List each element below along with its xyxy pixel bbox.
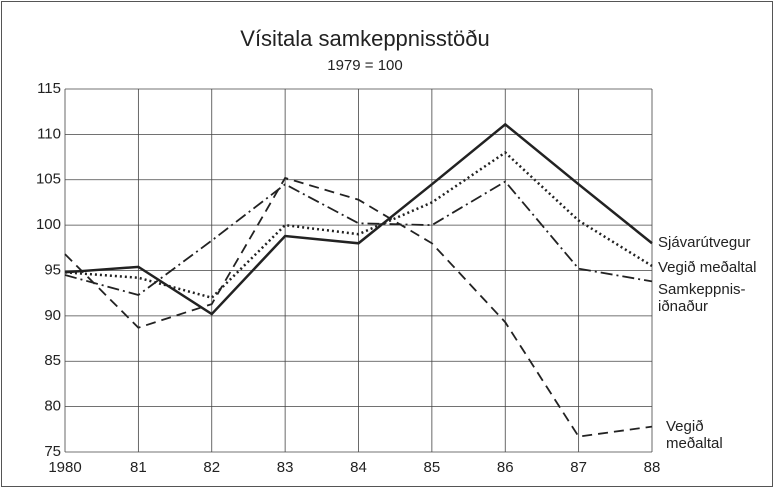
line-series bbox=[64, 122, 653, 316]
line-series bbox=[64, 150, 653, 300]
x-tick-label: 83 bbox=[277, 459, 294, 476]
legend-label: Vegið meðaltal bbox=[666, 418, 723, 452]
x-tick-label: 86 bbox=[497, 459, 514, 476]
y-tick-label: 115 bbox=[37, 80, 61, 97]
x-tick-label: 81 bbox=[130, 459, 147, 476]
legend-label: Vegið meðaltal bbox=[658, 259, 756, 276]
y-tick-label: 110 bbox=[37, 125, 61, 142]
y-tick-label: 80 bbox=[44, 398, 61, 415]
y-tick-label: 95 bbox=[44, 261, 61, 278]
x-tick-label: 85 bbox=[424, 459, 441, 476]
x-tick-label: 84 bbox=[350, 459, 367, 476]
legend-label: Sjávarútvegur bbox=[658, 234, 751, 251]
line-series bbox=[64, 180, 653, 296]
y-tick-label: 90 bbox=[44, 307, 61, 324]
y-tick-label: 100 bbox=[36, 216, 61, 233]
x-tick-label: 88 bbox=[644, 459, 661, 476]
x-tick-label: 87 bbox=[570, 459, 587, 476]
chart-subtitle: 1979 = 100 bbox=[327, 57, 403, 74]
x-tick-label: 1980 bbox=[48, 459, 81, 476]
chart-title: Vísitala samkeppnisstöðu bbox=[240, 26, 489, 51]
y-tick-label: 105 bbox=[36, 171, 61, 188]
y-tick-label: 75 bbox=[44, 443, 61, 460]
line-series bbox=[64, 176, 653, 438]
y-tick-label: 85 bbox=[44, 352, 61, 369]
legend-label: Samkeppnis-iðnaður bbox=[658, 281, 746, 315]
x-tick-label: 82 bbox=[203, 459, 220, 476]
